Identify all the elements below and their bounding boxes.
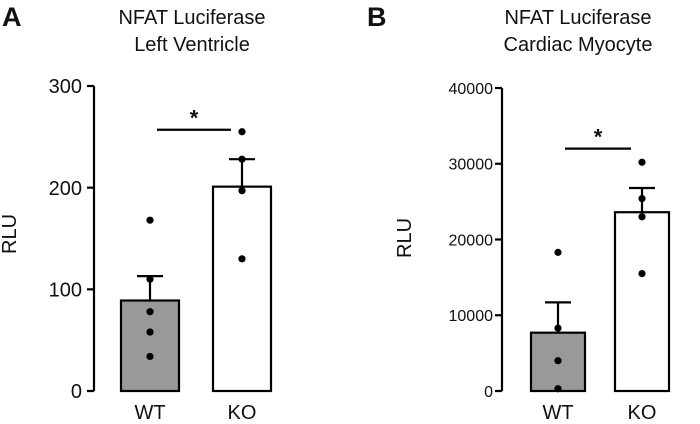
panel-a-data-point-ko: [238, 155, 246, 163]
panel-a-data-point-wt: [146, 275, 154, 283]
panel-b-chart: B NFAT Luciferase Cardiac Myocyte RLU 0 1…: [367, 2, 671, 424]
panel-b-y-tick-label: 10000: [449, 308, 494, 325]
panel-a-data-point-ko: [238, 187, 246, 195]
panel-b-data-point-wt: [554, 248, 562, 256]
panel-b-y-tick-label: 40000: [449, 81, 494, 98]
panel-a-y-tick-label: 200: [49, 178, 82, 200]
panel-b-data-point-wt: [554, 385, 562, 393]
panel-b-data-point-wt: [554, 357, 562, 365]
panel-b-title-line-1: NFAT Luciferase: [504, 7, 651, 29]
panel-a-y-tick-label: 100: [49, 280, 82, 302]
panel-a-y-axis-label: RLU: [0, 214, 21, 254]
panel-b-y-axis-label: RLU: [394, 218, 416, 258]
panel-a-data-point-wt: [146, 216, 154, 224]
panel-a-bar-wt: [119, 299, 181, 393]
panel-b-y-tick-label: 20000: [449, 232, 494, 249]
panel-a-bar-ko: [211, 185, 273, 393]
panel-a-y-tick-label: 0: [71, 381, 82, 403]
panel-b-title-line-2: Cardiac Myocyte: [504, 34, 653, 56]
panel-b-data-point-ko: [638, 158, 646, 166]
panel-b-data-point-ko: [638, 213, 646, 221]
panel-b-data-point-ko: [638, 194, 646, 203]
panel-b-x-tick-label-ko: KO: [628, 402, 657, 424]
panel-b-bar-ko: [613, 211, 671, 393]
panel-a-data-point-ko: [238, 255, 246, 263]
panel-b-significance-star: *: [594, 125, 603, 150]
panel-b-y-tick-label: 30000: [449, 157, 494, 174]
panel-a-title-line-1: NFAT Luciferase: [118, 7, 265, 29]
panel-a-x-tick-label-ko: KO: [228, 402, 257, 424]
panel-a-data-point-wt: [146, 328, 154, 336]
panel-a-data-point-wt: [146, 308, 154, 316]
panel-a-title-line-2: Left Ventricle: [134, 34, 250, 56]
panel-a-x-tick-label-wt: WT: [134, 402, 165, 424]
panel-b-data-point-ko: [638, 269, 646, 278]
panel-a-letter: A: [2, 2, 22, 32]
panel-a-significance-star: *: [190, 106, 199, 131]
panel-a-data-point-wt: [146, 352, 154, 361]
panel-b-letter: B: [367, 2, 387, 32]
panel-b-x-tick-label-wt: WT: [542, 402, 573, 424]
panel-b-y-tick-label: 0: [484, 384, 493, 401]
panel-a-y-tick-label: 300: [49, 76, 82, 98]
panel-b-data-point-wt: [554, 324, 562, 332]
panel-a-chart: A NFAT Luciferase Left Ventricle RLU 0 10…: [0, 2, 273, 424]
panel-a-data-point-ko: [238, 128, 246, 136]
